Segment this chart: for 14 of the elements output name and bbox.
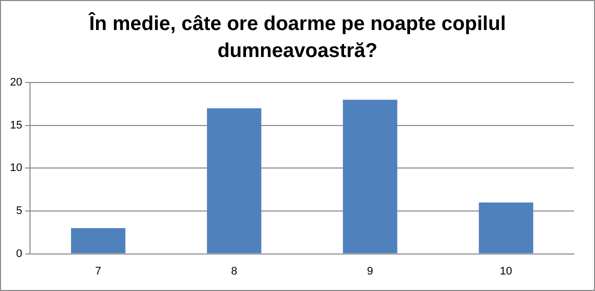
y-tick-label: 0 — [16, 248, 22, 260]
x-tick-label: 7 — [95, 265, 102, 278]
bar — [71, 228, 126, 254]
x-tick-label: 10 — [500, 265, 512, 278]
y-tick-label: 5 — [16, 205, 22, 218]
bar — [342, 100, 398, 254]
y-tick-label: 10 — [10, 162, 22, 174]
x-tick-label: 8 — [231, 265, 238, 278]
y-tick-label: 15 — [10, 119, 22, 132]
y-tick-label: 20 — [10, 76, 22, 89]
chart-title: În medie, câte ore doarme pe noapte copilul dumneavoastră? — [87, 11, 507, 64]
bar — [206, 108, 262, 254]
bar — [478, 202, 534, 254]
x-tick-label: 9 — [367, 265, 374, 278]
